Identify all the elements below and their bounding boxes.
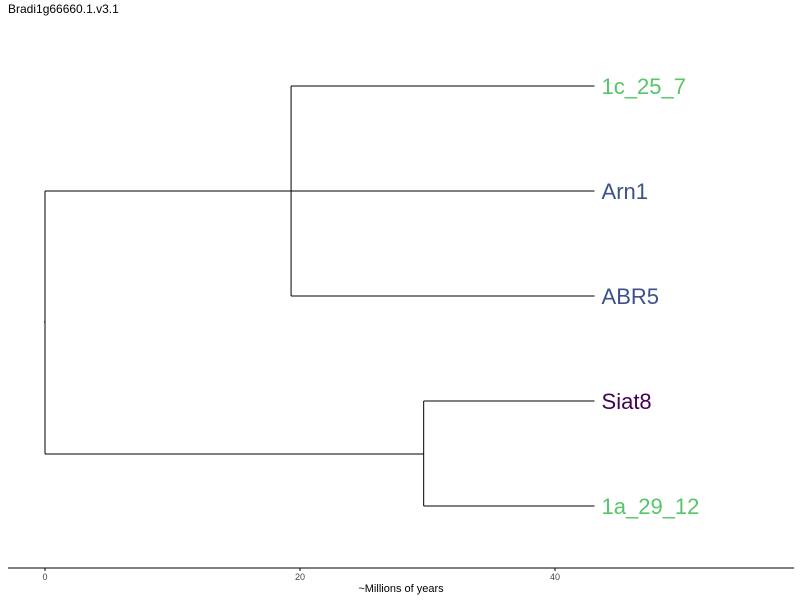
axis-title: ~Millions of years — [358, 583, 444, 595]
axis-tick-label: 0 — [42, 572, 47, 582]
tip-label-ABR5: ABR5 — [602, 284, 659, 309]
tip-label-Siat8: Siat8 — [602, 389, 652, 414]
axis-tick-label: 20 — [295, 572, 305, 582]
tree-title: Bradi1g66660.1.v3.1 — [8, 2, 119, 16]
tip-label-Arn1: Arn1 — [602, 179, 648, 204]
axis-tick-label: 40 — [550, 572, 560, 582]
tip-label-1c_25_7: 1c_25_7 — [602, 74, 686, 99]
tip-label-1a_29_12: 1a_29_12 — [602, 494, 700, 519]
branches — [44, 85, 595, 507]
axis-ticks: 0 20 40 — [42, 568, 560, 582]
tip-labels: 1c_25_7 Arn1 ABR5 Siat8 1a_29_12 — [602, 74, 700, 519]
